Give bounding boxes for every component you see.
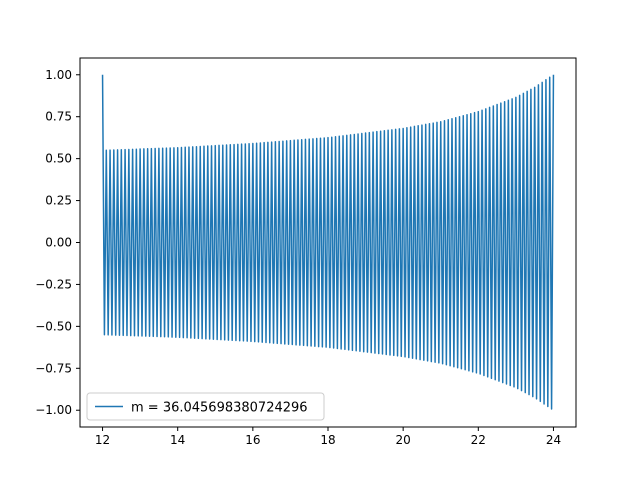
x-axis: 12 14 16 18 20 22 24 [95,427,561,447]
y-tick-label: 0.25 [45,194,72,208]
y-tick-label: −0.50 [35,319,72,333]
y-tick-label: −0.25 [35,277,72,291]
y-tick-label: 0.00 [45,236,72,250]
legend-box [86,392,325,421]
x-tick-label: 22 [471,433,486,447]
y-tick-label: 1.00 [45,68,72,82]
y-tick-label: 0.50 [45,152,72,166]
legend-label: m = 36.045698380724296 [131,401,308,416]
x-tick-label: 18 [320,433,335,447]
series-line [101,74,555,410]
y-tick-label: −0.75 [35,361,72,375]
x-tick-label: 16 [245,433,260,447]
x-tick-label: 24 [546,433,561,447]
y-tick-label: −1.00 [35,403,72,417]
y-axis: −1.00 −0.75 −0.50 −0.25 0.00 0.25 0.50 0.75 1.00 [35,68,80,417]
x-tick-label: 12 [95,433,110,447]
x-tick-label: 20 [396,433,411,447]
x-tick-label: 14 [170,433,185,447]
y-tick-label: 0.75 [45,110,72,124]
axes-frame [79,57,577,428]
plot-area [101,74,555,410]
legend: m = 36.045698380724296 [86,392,325,421]
